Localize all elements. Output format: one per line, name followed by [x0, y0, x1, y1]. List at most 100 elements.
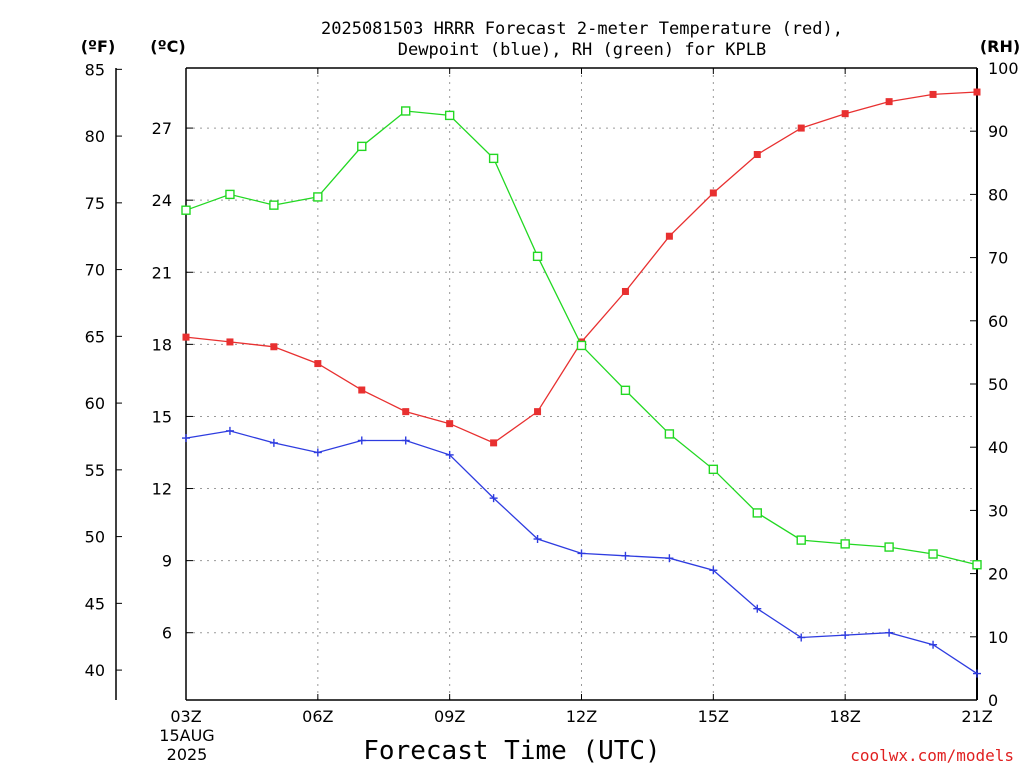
x-tick-label: 21Z — [961, 707, 992, 726]
temperature-point — [490, 439, 498, 447]
watermark-text: coolwx.com/models — [850, 746, 1014, 765]
rh-point — [664, 429, 675, 439]
rh-tick-label: 60 — [988, 312, 1008, 331]
rh-tick-label: 80 — [988, 185, 1008, 204]
c-tick-label: 27 — [152, 119, 172, 138]
f-tick-label: 60 — [85, 394, 105, 413]
fahrenheit-unit-label: (ºF) — [81, 37, 116, 56]
rh-tick-label: 90 — [988, 122, 1008, 141]
dewpoint-point — [357, 436, 366, 445]
chart-title-line1: 2025081503 HRRR Forecast 2-meter Tempera… — [321, 19, 843, 39]
dewpoint-point — [313, 448, 322, 457]
temperature-point — [665, 232, 673, 240]
tick-labels: 03Z 06Z 09Z 12Z 15Z 18Z 21Z 6 9 12 15 18 21 24 27 40 45 5… — [85, 59, 1019, 726]
dewpoint-point — [621, 551, 630, 560]
dewpoint-point — [401, 436, 410, 445]
rh-tick-label: 10 — [988, 628, 1008, 647]
f-tick-label: 50 — [85, 528, 105, 547]
dewpoint-point — [973, 669, 981, 678]
rh-point — [357, 141, 367, 152]
rh-point — [620, 385, 631, 396]
rh-tick-label: 70 — [988, 249, 1008, 268]
rh-point — [708, 464, 719, 475]
c-tick-label: 12 — [152, 480, 172, 499]
grid-lines — [186, 68, 977, 700]
rh-point — [488, 153, 499, 164]
temperature-point — [797, 124, 805, 132]
dewpoint-point — [445, 450, 454, 459]
x-tick-label: 18Z — [830, 707, 861, 726]
rh-point — [181, 205, 191, 215]
rh-point — [313, 192, 323, 202]
rh-tick-label: 0 — [988, 691, 998, 710]
temperature-point — [270, 343, 278, 351]
temperature-point — [402, 408, 410, 416]
dewpoint-point — [709, 566, 718, 575]
rh-tick-label: 40 — [988, 438, 1008, 457]
rh-point — [884, 542, 894, 552]
temperature-point — [753, 151, 761, 159]
dewpoint-point — [489, 494, 498, 503]
dewpoint-point — [269, 438, 278, 447]
x-tick-label: 03Z — [170, 707, 201, 726]
c-tick-label: 6 — [162, 624, 172, 643]
rh-point — [532, 251, 543, 262]
rh-point — [972, 560, 982, 570]
x-tick-label: 15Z — [698, 707, 729, 726]
dewpoint-point — [577, 549, 586, 558]
rh-point — [840, 539, 850, 549]
temperature-point — [621, 287, 629, 295]
chart-title-line2: Dewpoint (blue), RH (green) for KPLB — [398, 40, 766, 60]
temperature-point — [314, 360, 322, 368]
dewpoint-point — [533, 534, 542, 543]
temperature-point — [973, 88, 981, 96]
x-tick-label: 09Z — [434, 707, 465, 726]
rh-tick-label: 50 — [988, 375, 1008, 394]
temperature-point — [446, 420, 454, 428]
temperature-point — [182, 333, 190, 341]
temperature-point — [885, 98, 893, 106]
f-tick-label: 55 — [85, 461, 105, 480]
date-label-day: 15AUG — [159, 726, 214, 745]
x-tick-label: 06Z — [302, 707, 333, 726]
dewpoint-point — [885, 628, 894, 637]
temperature-point — [709, 189, 717, 197]
f-tick-label: 85 — [85, 60, 105, 79]
temperature-point — [929, 90, 937, 98]
dewpoint-point — [182, 434, 190, 443]
rh-point — [752, 508, 762, 518]
data-series — [181, 88, 982, 678]
f-tick-label: 40 — [85, 661, 105, 680]
f-tick-label: 80 — [85, 127, 105, 146]
temperature-point — [358, 386, 366, 394]
f-tick-label: 45 — [85, 594, 105, 613]
dewpoint-point — [797, 633, 806, 642]
rh-point — [796, 535, 806, 545]
f-tick-label: 65 — [85, 327, 105, 346]
c-tick-label: 24 — [152, 191, 172, 210]
x-axis-title: Forecast Time (UTC) — [363, 736, 660, 766]
rh-point — [444, 110, 455, 121]
f-tick-label: 70 — [85, 261, 105, 280]
f-tick-label: 75 — [85, 194, 105, 213]
dewpoint-point — [665, 554, 674, 563]
c-tick-label: 15 — [152, 407, 172, 426]
date-label-year: 2025 — [167, 745, 208, 764]
axes — [115, 67, 978, 701]
c-tick-label: 21 — [152, 263, 172, 282]
dewpoint-point — [225, 426, 234, 435]
rh-tick-label: 20 — [988, 565, 1008, 584]
temperature-point — [534, 408, 542, 416]
dewpoint-point — [929, 640, 938, 649]
rh-tick-label: 30 — [988, 501, 1008, 520]
c-tick-label: 18 — [152, 335, 172, 354]
celsius-unit-label: (ºC) — [150, 37, 185, 56]
x-tick-label: 12Z — [566, 707, 597, 726]
rh-point — [401, 106, 411, 116]
rh-point — [928, 549, 938, 559]
dewpoint-point — [753, 604, 762, 613]
rh-unit-label: (RH) — [980, 37, 1020, 56]
temperature-point — [226, 338, 234, 346]
temperature-point — [841, 110, 849, 118]
